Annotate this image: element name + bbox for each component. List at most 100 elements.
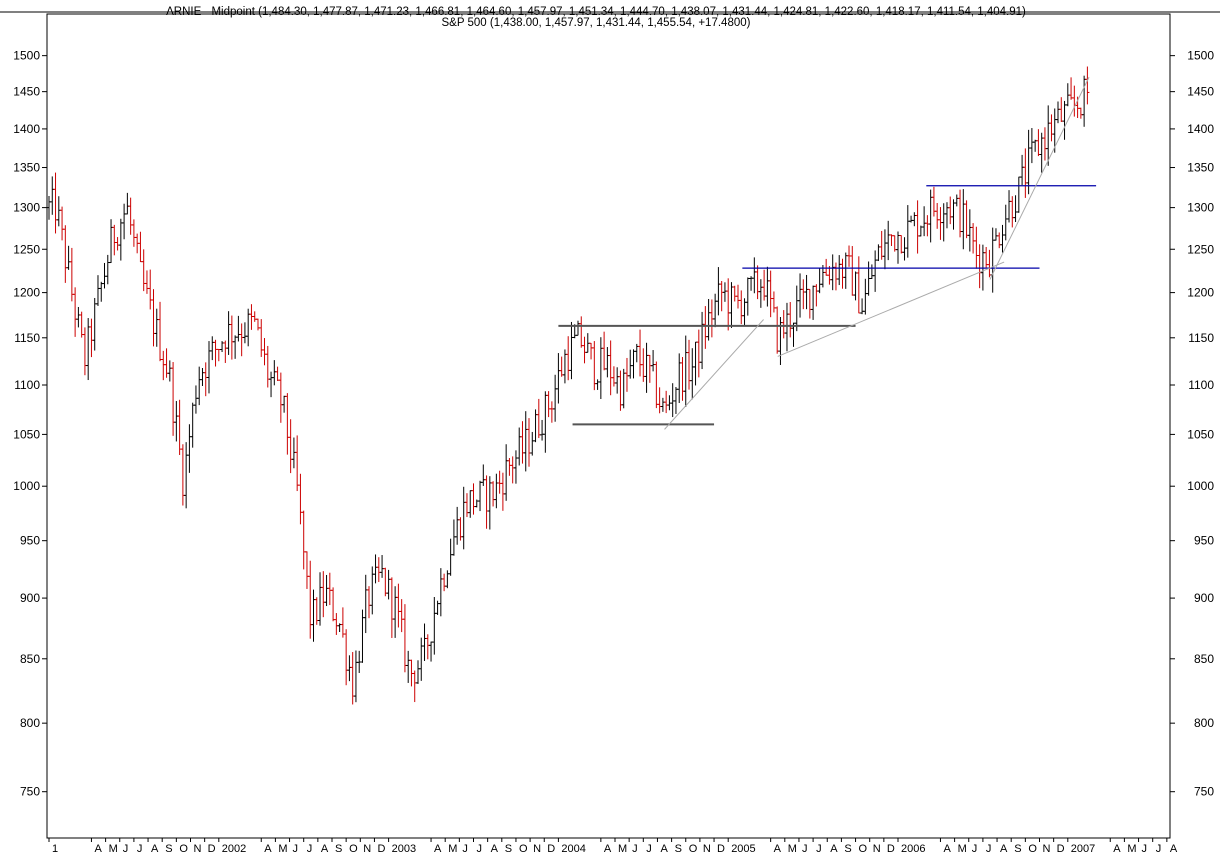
x-tick-label: A — [264, 843, 272, 855]
x-tick-label: 2006 — [901, 843, 925, 855]
y-tick-label-right: 900 — [1194, 591, 1214, 605]
x-tick-label: J — [307, 843, 313, 855]
trend-line — [664, 319, 764, 430]
y-tick-label-right: 1100 — [1188, 378, 1214, 392]
x-tick-label: 2002 — [222, 843, 246, 855]
x-tick-label: A — [660, 843, 668, 855]
x-tick-label: S — [335, 843, 342, 855]
x-tick-label: M — [618, 843, 627, 855]
x-tick-label: J — [816, 843, 822, 855]
y-tick-label-right: 1400 — [1187, 122, 1214, 136]
x-tick-label: M — [109, 843, 118, 855]
y-tick-label-left: 1150 — [14, 331, 40, 345]
x-tick-label: A — [94, 843, 102, 855]
x-tick-label: 2007 — [1071, 843, 1095, 855]
y-tick-label-right: 1200 — [1187, 286, 1214, 300]
x-tick-label: A — [830, 843, 838, 855]
x-tick-label: J — [646, 843, 652, 855]
x-tick-label: S — [675, 843, 682, 855]
x-tick-label: D — [717, 843, 725, 855]
y-tick-label-left: 750 — [20, 785, 40, 799]
x-tick-label: O — [349, 843, 358, 855]
x-tick-label: M — [1127, 843, 1136, 855]
y-tick-label-left: 1200 — [13, 286, 40, 300]
x-tick-label: O — [179, 843, 188, 855]
x-tick-label: J — [1156, 843, 1162, 855]
y-tick-label-left: 1000 — [13, 479, 40, 493]
x-tick-label: A — [434, 843, 442, 855]
x-tick-label: D — [1057, 843, 1065, 855]
y-tick-label-right: 1050 — [1187, 427, 1214, 441]
x-tick-label: A — [604, 843, 612, 855]
plot-area: 750 750 800 800 850 850 900 900 950 950 1000 1000 10… — [0, 11, 1220, 855]
x-tick-label: O — [519, 843, 528, 855]
y-tick-label-left: 800 — [20, 716, 40, 730]
y-tick-label-right: 800 — [1194, 716, 1214, 730]
x-tick-label: M — [448, 843, 457, 855]
x-tick-label: A — [1170, 843, 1178, 855]
x-tick-label: J — [477, 843, 483, 855]
x-tick-label: N — [194, 843, 202, 855]
x-tick-label: J — [632, 843, 638, 855]
x-tick-label: N — [533, 843, 541, 855]
x-tick-label: 1 — [52, 843, 58, 855]
trend-line — [777, 261, 1005, 357]
x-tick-label: O — [689, 843, 698, 855]
x-tick-label: A — [321, 843, 329, 855]
x-tick-label: J — [1142, 843, 1148, 855]
trend-line — [989, 76, 1090, 280]
x-tick-label: M — [278, 843, 287, 855]
x-tick-label: 2004 — [561, 843, 585, 855]
y-tick-label-right: 750 — [1194, 785, 1214, 799]
y-tick-label-left: 1400 — [13, 122, 40, 136]
y-tick-label-right: 1150 — [1188, 331, 1214, 345]
y-tick-label-right: 850 — [1194, 652, 1214, 666]
y-tick-label-right: 1250 — [1187, 242, 1214, 256]
x-tick-label: A — [774, 843, 782, 855]
x-tick-label: A — [1000, 843, 1008, 855]
x-tick-label: S — [165, 843, 172, 855]
y-tick-label-left: 900 — [20, 591, 40, 605]
y-tick-label-left: 1500 — [13, 49, 40, 63]
x-tick-label: D — [377, 843, 385, 855]
y-tick-label-left: 1250 — [13, 242, 40, 256]
y-tick-label-right: 1500 — [1187, 49, 1214, 63]
x-tick-label: N — [363, 843, 371, 855]
x-tick-label: A — [151, 843, 159, 855]
x-tick-label: A — [943, 843, 951, 855]
x-tick-label: J — [802, 843, 808, 855]
x-tick-label: D — [208, 843, 216, 855]
y-tick-label-right: 950 — [1194, 534, 1214, 548]
y-tick-label-right: 1450 — [1187, 85, 1214, 99]
x-tick-label: N — [703, 843, 711, 855]
x-tick-label: J — [972, 843, 978, 855]
x-tick-label: J — [986, 843, 992, 855]
x-tick-label: D — [547, 843, 555, 855]
x-tick-label: N — [1043, 843, 1051, 855]
y-tick-label-left: 850 — [20, 652, 40, 666]
y-tick-label-left: 1350 — [13, 161, 40, 175]
y-tick-label-right: 1000 — [1187, 479, 1214, 493]
y-tick-label-right: 1300 — [1187, 201, 1214, 215]
x-tick-label: M — [788, 843, 797, 855]
x-tick-label: J — [462, 843, 468, 855]
x-tick-label: 2003 — [392, 843, 416, 855]
x-tick-label: D — [887, 843, 895, 855]
x-tick-label: S — [1014, 843, 1021, 855]
y-tick-label-right: 1350 — [1187, 161, 1214, 175]
x-tick-label: J — [137, 843, 143, 855]
y-tick-label-left: 1300 — [13, 201, 40, 215]
y-tick-label-left: 1050 — [13, 427, 40, 441]
x-tick-label: N — [873, 843, 881, 855]
x-tick-label: A — [491, 843, 499, 855]
y-tick-label-left: 1100 — [14, 378, 40, 392]
x-tick-label: J — [293, 843, 299, 855]
x-tick-label: S — [505, 843, 512, 855]
plot-frame — [46, 13, 1171, 839]
x-tick-label: S — [844, 843, 851, 855]
x-tick-label: O — [859, 843, 868, 855]
x-tick-label: M — [958, 843, 967, 855]
x-tick-label: A — [1113, 843, 1121, 855]
